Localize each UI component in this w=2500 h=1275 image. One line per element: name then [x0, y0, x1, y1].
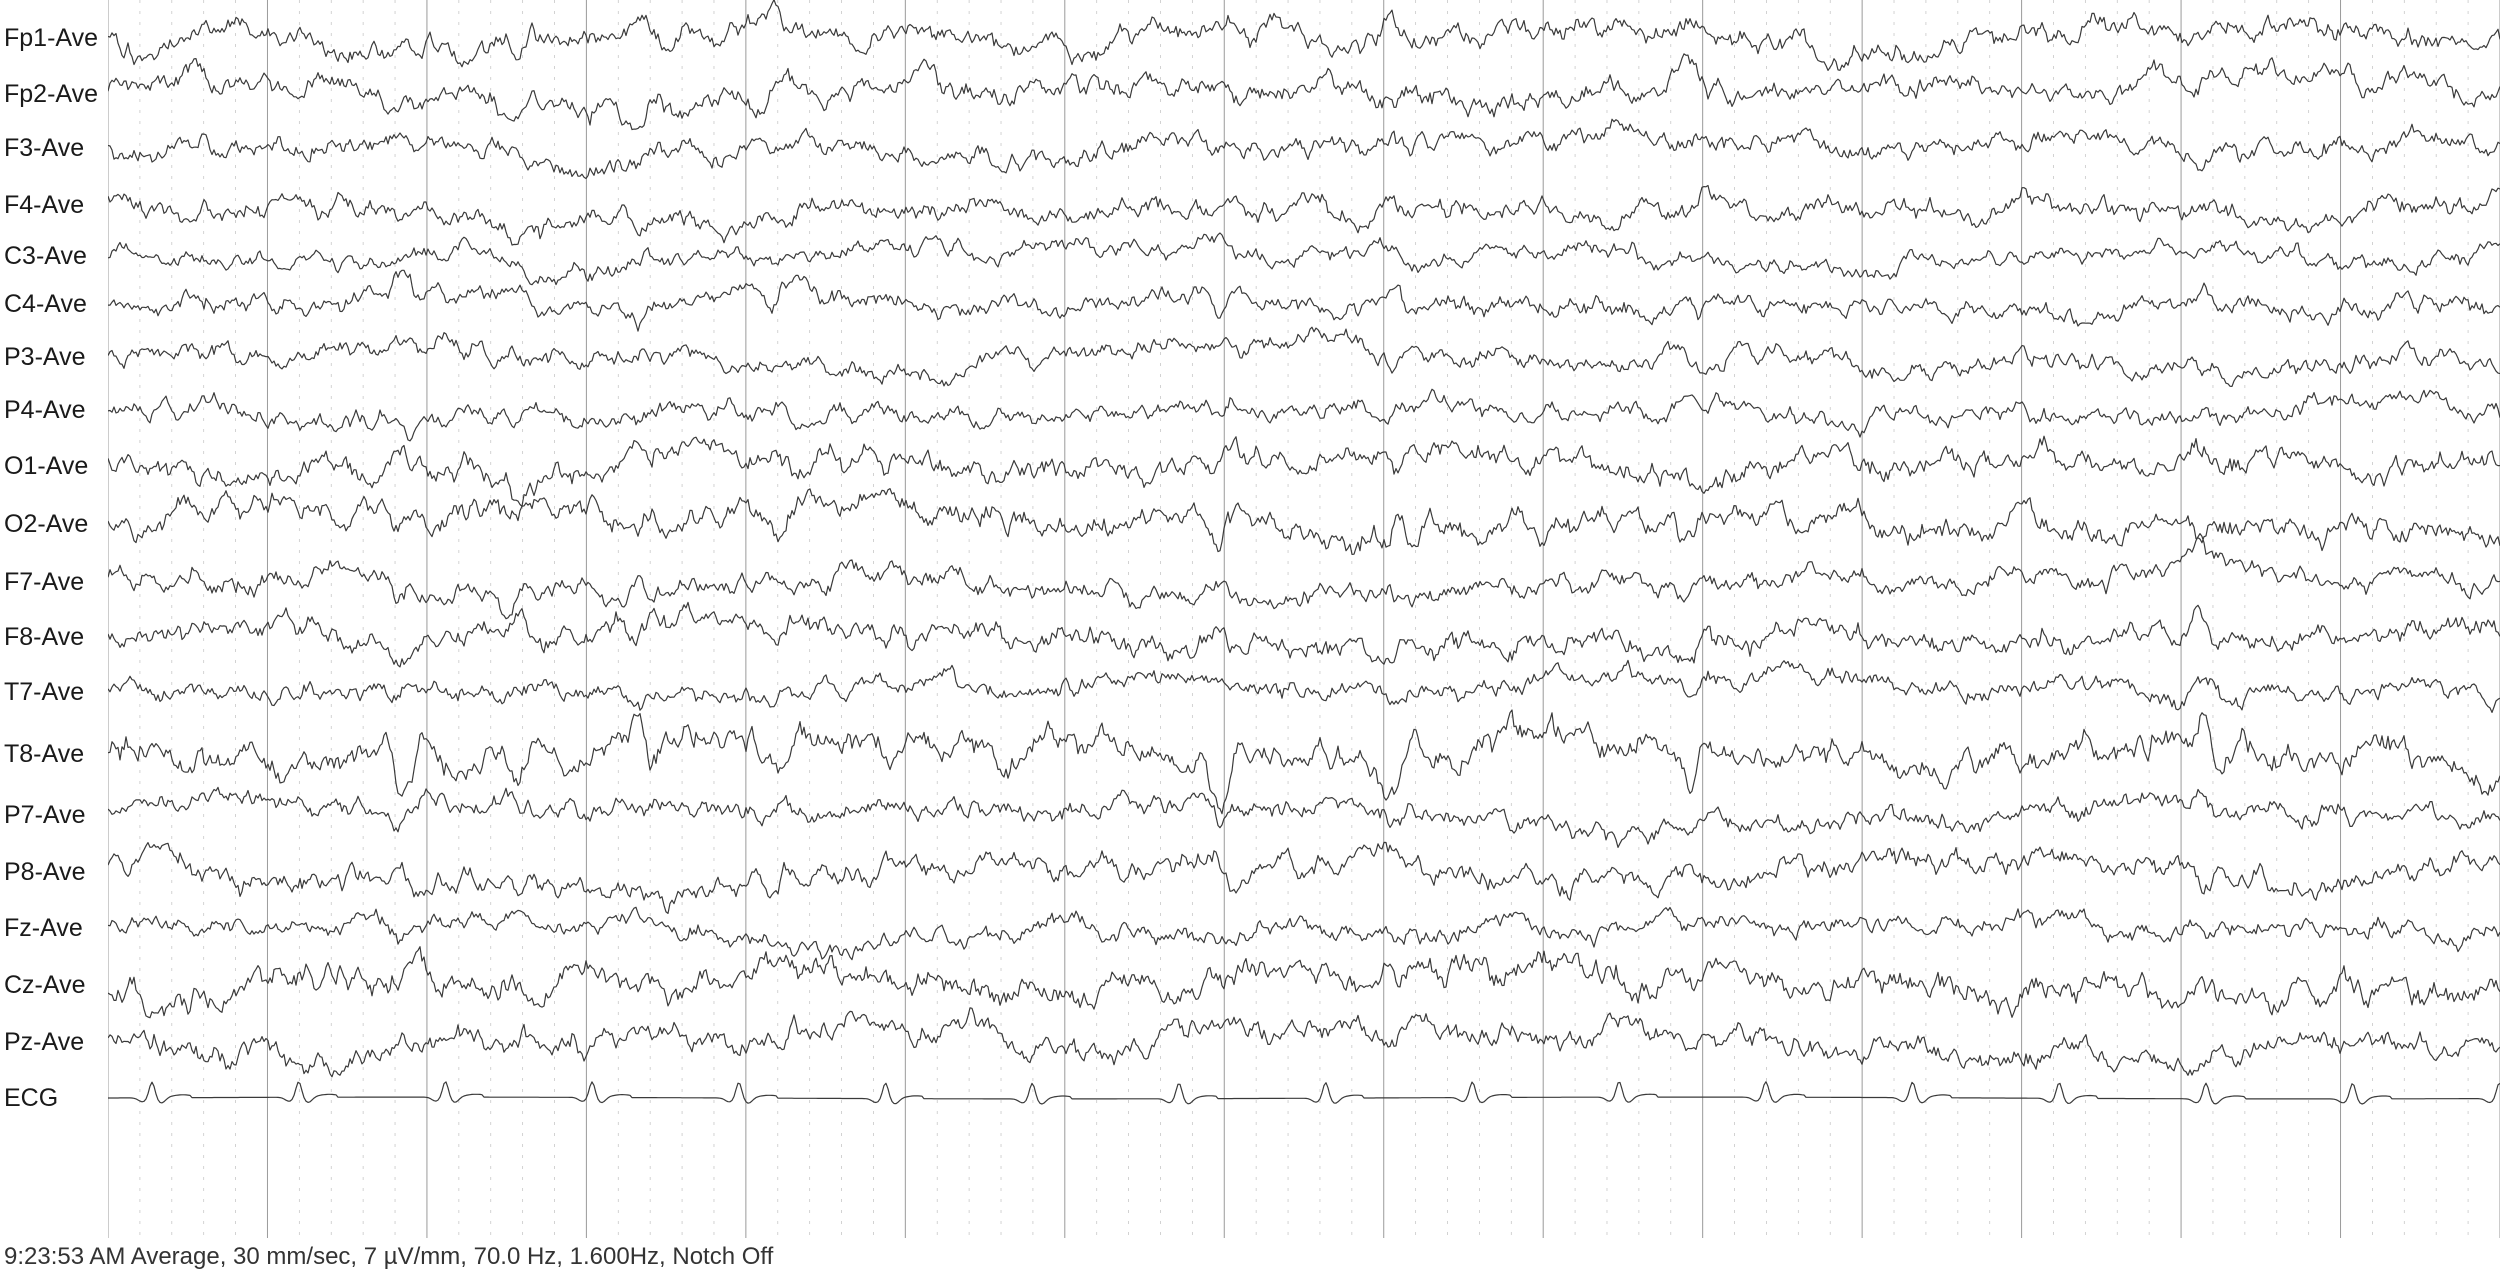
channel-label: Fp1-Ave: [4, 24, 98, 53]
recording-settings-footer: 9:23:53 AM Average, 30 mm/sec, 7 µV/mm, …: [4, 1243, 773, 1271]
channel-label: ECG: [4, 1084, 58, 1113]
channel-label: P8-Ave: [4, 858, 86, 887]
trace-F7-Ave: [108, 534, 2500, 619]
channel-label: P7-Ave: [4, 801, 86, 830]
trace-T7-Ave: [108, 660, 2500, 712]
channel-label: F3-Ave: [4, 134, 84, 163]
channel-label: C4-Ave: [4, 290, 87, 319]
channel-label: F7-Ave: [4, 568, 84, 597]
trace-P3-Ave: [108, 327, 2500, 386]
trace-C4-Ave: [108, 270, 2500, 331]
trace-P7-Ave: [108, 787, 2500, 847]
trace-F3-Ave: [108, 119, 2500, 178]
trace-F4-Ave: [108, 186, 2500, 246]
time-grid: [108, 0, 2500, 1238]
channel-label: T7-Ave: [4, 678, 84, 707]
trace-Pz-Ave: [108, 1008, 2500, 1077]
channel-label: P4-Ave: [4, 396, 86, 425]
traces: [108, 0, 2500, 1104]
channel-label: T8-Ave: [4, 740, 84, 769]
channel-label: Pz-Ave: [4, 1028, 84, 1057]
trace-P4-Ave: [108, 389, 2500, 441]
channel-label: Fp2-Ave: [4, 80, 98, 109]
trace-Cz-Ave: [108, 947, 2500, 1018]
channel-label: Cz-Ave: [4, 971, 86, 1000]
trace-Fp1-Ave: [108, 0, 2500, 70]
eeg-plot-area: [108, 0, 2500, 1238]
channel-label: O2-Ave: [4, 510, 88, 539]
trace-C3-Ave: [108, 233, 2500, 285]
trace-P8-Ave: [108, 842, 2500, 913]
trace-Fz-Ave: [108, 907, 2500, 959]
trace-ECG: [108, 1082, 2500, 1104]
trace-Fp2-Ave: [108, 54, 2500, 130]
channel-label: F8-Ave: [4, 623, 84, 652]
channel-label: F4-Ave: [4, 191, 84, 220]
channel-label: Fz-Ave: [4, 914, 83, 943]
channel-label: O1-Ave: [4, 452, 88, 481]
channel-label: C3-Ave: [4, 242, 87, 271]
trace-O2-Ave: [108, 489, 2500, 555]
eeg-svg: [108, 0, 2500, 1238]
eeg-viewer: Fp1-Ave Fp2-Ave F3-Ave F4-Ave C3-Ave C4-Ave P3…: [0, 0, 2500, 1275]
channel-label: P3-Ave: [4, 343, 86, 372]
trace-F8-Ave: [108, 602, 2500, 667]
channel-label-column: Fp1-Ave Fp2-Ave F3-Ave F4-Ave C3-Ave C4-Ave P3…: [0, 0, 108, 1275]
trace-O1-Ave: [108, 436, 2500, 506]
